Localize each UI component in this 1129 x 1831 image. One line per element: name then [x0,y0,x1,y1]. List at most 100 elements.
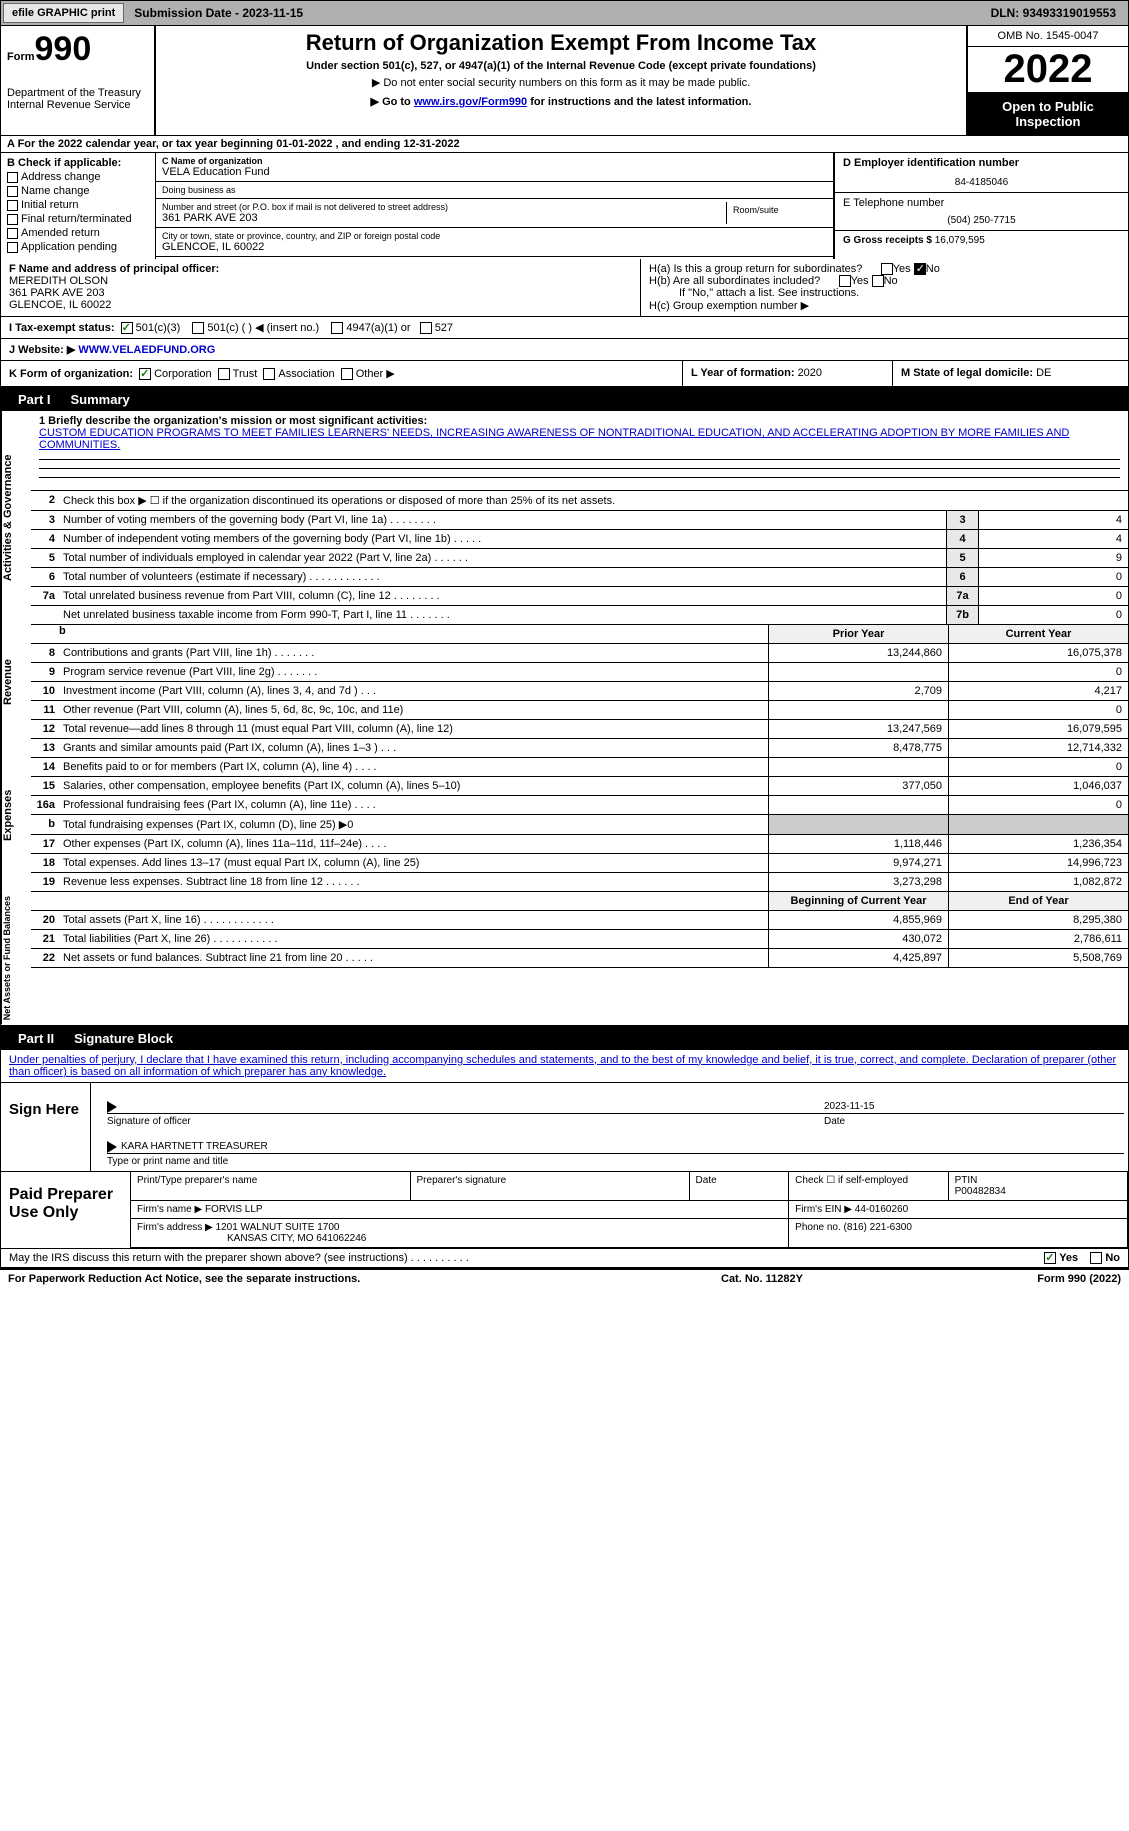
row-fh: F Name and address of principal officer:… [0,259,1129,317]
data-line: 10Investment income (Part VIII, column (… [31,682,1128,701]
gov-line: 3Number of voting members of the governi… [31,511,1128,530]
gov-line: 5Total number of individuals employed in… [31,549,1128,568]
data-line: 19Revenue less expenses. Subtract line 1… [31,873,1128,892]
cb-amended[interactable] [7,228,18,239]
may-yes[interactable] [1044,1252,1056,1264]
form-subtitle: Under section 501(c), 527, or 4947(a)(1)… [164,60,958,72]
info-grid: B Check if applicable: Address change Na… [0,153,1129,259]
part2-header: Part IISignature Block [0,1027,1129,1050]
open-to-public: Open to Public Inspection [968,93,1128,135]
hb-no[interactable] [872,275,884,287]
paid-preparer-block: Paid Preparer Use Only Print/Type prepar… [0,1172,1129,1249]
data-line: 21Total liabilities (Part X, line 26) . … [31,930,1128,949]
goto-line: ▶ Go to www.irs.gov/Form990 for instruct… [164,95,958,108]
gov-line: 2Check this box ▶ ☐ if the organization … [31,491,1128,511]
sign-here-block: Sign Here 2023-11-15 Signature of office… [0,1083,1129,1172]
dln: DLN: 93493319019553 [991,6,1116,20]
sign-arrow-icon-2 [107,1141,117,1153]
row-i-taxexempt: I Tax-exempt status: 501(c)(3) 501(c) ( … [0,317,1129,339]
form-number: Form990 [7,30,148,69]
top-toolbar: efile GRAPHIC print Submission Date - 20… [0,0,1129,26]
row-hb: H(b) Are all subordinates included? Yes … [649,275,1120,287]
officer-print-name: KARA HARTNETT TREASURER [121,1141,268,1153]
summary-revenue: Revenue bPrior YearCurrent Year 8Contrib… [0,625,1129,739]
data-line: 11Other revenue (Part VIII, column (A), … [31,701,1128,720]
row-j-website: J Website: ▶ WWW.VELAEDFUND.ORG [0,339,1129,361]
cb-name-change[interactable] [7,186,18,197]
ha-no[interactable] [914,263,926,275]
chk-assoc[interactable] [263,368,275,380]
may-no[interactable] [1090,1252,1102,1264]
chk-other[interactable] [341,368,353,380]
data-line: 12Total revenue—add lines 8 through 11 (… [31,720,1128,739]
cb-initial-return[interactable] [7,200,18,211]
chk-501c[interactable] [192,322,204,334]
cb-app-pending[interactable] [7,242,18,253]
gov-line: Net unrelated business taxable income fr… [31,606,1128,625]
data-line: 17Other expenses (Part IX, column (A), l… [31,835,1128,854]
tax-year: 2022 [968,47,1128,93]
row-hc: H(c) Group exemption number ▶ [649,299,1120,312]
row-f-label: F Name and address of principal officer: [9,263,632,275]
firm-address: KANSAS CITY, MO 641062246 [227,1233,366,1244]
form-title: Return of Organization Exempt From Incom… [164,30,958,56]
data-line: 9Program service revenue (Part VIII, lin… [31,663,1128,682]
data-line: 15Salaries, other compensation, employee… [31,777,1128,796]
ha-yes[interactable] [881,263,893,275]
row-klm: K Form of organization: Corporation Trus… [0,361,1129,388]
dept-treasury: Department of the Treasury [7,87,148,99]
vtab-revenue: Revenue [1,625,31,739]
data-line: 14Benefits paid to or for members (Part … [31,758,1128,777]
row-a-tax-year: A For the 2022 calendar year, or tax yea… [0,136,1129,153]
page-footer: For Paperwork Reduction Act Notice, see … [0,1268,1129,1288]
gov-line: 7aTotal unrelated business revenue from … [31,587,1128,606]
ptin: P00482834 [955,1186,1121,1197]
street-address: 361 PARK AVE 203 [162,212,726,224]
year-formation: 2020 [798,367,822,379]
submission-date-label: Submission Date - 2023-11-15 [134,6,303,20]
chk-4947[interactable] [331,322,343,334]
cb-final-return[interactable] [7,214,18,225]
chk-527[interactable] [420,322,432,334]
col-c-org-info: C Name of organization VELA Education Fu… [156,153,833,259]
vtab-expenses: Expenses [1,739,31,892]
irs-link[interactable]: www.irs.gov/Form990 [414,96,527,108]
vtab-governance: Activities & Governance [1,411,31,625]
summary-expenses: Expenses 13Grants and similar amounts pa… [0,739,1129,892]
data-line: 20Total assets (Part X, line 16) . . . .… [31,911,1128,930]
irs-label: Internal Revenue Service [7,99,148,111]
gov-line: 6Total number of volunteers (estimate if… [31,568,1128,587]
col-de: D Employer identification number 84-4185… [833,153,1128,259]
phone: (504) 250-7715 [843,215,1120,226]
data-line: 16aProfessional fundraising fees (Part I… [31,796,1128,815]
row-ha: H(a) Is this a group return for subordin… [649,263,1120,275]
signature-intro: Under penalties of perjury, I declare th… [0,1050,1129,1083]
data-line: 13Grants and similar amounts paid (Part … [31,739,1128,758]
sign-arrow-icon [107,1101,117,1113]
data-line: 22Net assets or fund balances. Subtract … [31,949,1128,968]
hb-yes[interactable] [839,275,851,287]
form-header: Form990 Department of the Treasury Inter… [0,26,1129,136]
mission-text: CUSTOM EDUCATION PROGRAMS TO MEET FAMILI… [39,427,1120,451]
data-line: bTotal fundraising expenses (Part IX, co… [31,815,1128,835]
ssn-note: ▶ Do not enter social security numbers o… [164,76,958,89]
mission-block: 1 Briefly describe the organization's mi… [31,411,1128,491]
cb-address-change[interactable] [7,172,18,183]
chk-corp[interactable] [139,368,151,380]
officer-name: MEREDITH OLSON [9,275,632,287]
omb-number: OMB No. 1545-0047 [968,26,1128,47]
ein: 84-4185046 [843,177,1120,188]
firm-phone: (816) 221-6300 [844,1222,912,1233]
org-name: VELA Education Fund [162,166,827,178]
gov-line: 4Number of independent voting members of… [31,530,1128,549]
efile-print-button[interactable]: efile GRAPHIC print [3,3,124,23]
vtab-netassets: Net Assets or Fund Balances [1,892,31,1024]
website-link[interactable]: WWW.VELAEDFUND.ORG [78,344,215,356]
chk-trust[interactable] [218,368,230,380]
firm-ein: 44-0160260 [855,1204,908,1215]
may-discuss-row: May the IRS discuss this return with the… [0,1249,1129,1268]
state-domicile: DE [1036,367,1051,379]
chk-501c3[interactable] [121,322,133,334]
gross-receipts: 16,079,595 [935,235,985,246]
data-line: 8Contributions and grants (Part VIII, li… [31,644,1128,663]
